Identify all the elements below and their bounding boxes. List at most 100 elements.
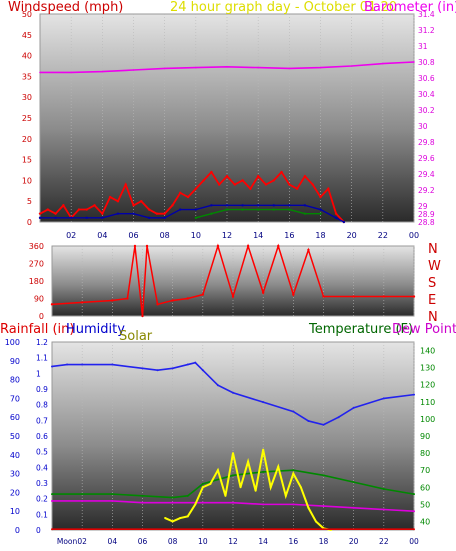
tick-label: 40	[420, 517, 430, 526]
data-point-wind_avg	[303, 204, 307, 207]
tick-label: 0.6	[36, 432, 48, 441]
data-point-direction	[277, 244, 280, 248]
tick-label: 10	[191, 231, 201, 240]
direction-label: W	[428, 259, 441, 274]
tick-label: 15	[22, 156, 32, 165]
tick-label: 20	[22, 135, 32, 144]
tick-label: 100	[5, 338, 20, 347]
data-point-wind_avg	[210, 204, 213, 207]
data-point-gust	[62, 204, 65, 207]
tick-label: 70	[10, 394, 20, 403]
data-point-gust	[233, 183, 236, 186]
data-point-dewpoint	[81, 499, 84, 502]
data-point-gust	[241, 179, 244, 182]
tick-label: 90	[34, 295, 44, 304]
data-point-barometer	[382, 62, 384, 65]
data-point-rainfall	[413, 528, 415, 531]
data-point-wind_avg	[116, 212, 120, 215]
tick-label: 31.2	[418, 26, 435, 35]
data-point-direction	[292, 293, 295, 296]
tick-label: 90	[420, 432, 430, 441]
data-point-dewpoint	[111, 499, 114, 502]
tick-label: 0	[27, 218, 32, 227]
top-plot-area	[39, 13, 415, 223]
tick-label: 1.2	[36, 338, 48, 347]
data-point-gust	[327, 187, 330, 190]
data-point-gust	[77, 208, 81, 211]
tick-label: 80	[420, 449, 430, 458]
data-point-direction	[133, 244, 137, 248]
data-point-solar	[171, 520, 174, 523]
data-point-solar	[292, 472, 295, 475]
tick-label: 31	[418, 42, 428, 51]
data-point-gust	[155, 212, 159, 215]
series-line-temperature	[52, 469, 415, 499]
data-point-direction	[126, 297, 129, 300]
data-point-barometer	[288, 67, 291, 70]
tick-labels: 0510152025303540455028.828.92929.229.429…	[5, 10, 436, 546]
data-point-wind_green	[241, 208, 244, 211]
data-point-solar	[299, 486, 302, 489]
tick-label: 70	[420, 466, 430, 475]
tick-label: 29.8	[418, 138, 435, 147]
data-point-gust	[132, 204, 135, 207]
data-point-dewpoint	[413, 510, 415, 513]
data-point-wind_avg	[85, 216, 88, 220]
data-point-gust	[101, 212, 104, 215]
data-point-direction	[322, 295, 325, 298]
series-line-humidity	[51, 361, 415, 426]
data-point-humidity	[382, 397, 385, 400]
data-point-direction	[50, 303, 54, 306]
data-point-gust	[54, 212, 57, 215]
data-point-temperature	[382, 487, 385, 490]
data-point-temperature	[51, 493, 53, 496]
data-point-wind_avg	[272, 204, 275, 207]
data-point-solar	[307, 506, 310, 509]
tick-label: 1	[36, 369, 41, 378]
tick-label: 120	[420, 381, 435, 390]
tick-label: 50	[420, 500, 430, 509]
tick-label: 29.6	[418, 154, 435, 163]
data-point-gust	[202, 179, 205, 182]
tick-label: 30.4	[418, 90, 435, 99]
tick-label: 02	[66, 231, 76, 240]
data-point-direction	[307, 248, 310, 252]
data-point-gust	[256, 175, 260, 178]
direction-label: N	[428, 310, 438, 325]
tick-label: 30.6	[418, 74, 435, 83]
data-point-gust	[46, 208, 49, 211]
data-point-gust	[140, 200, 143, 203]
tick-label: 0.2	[36, 495, 48, 504]
data-point-dewpoint	[141, 501, 144, 504]
tick-label: 5	[27, 197, 32, 206]
tick-label: 30	[22, 93, 32, 102]
tick-label: 14	[258, 537, 268, 546]
data-point-temperature	[322, 474, 325, 477]
data-point-direction	[186, 297, 189, 300]
data-point-humidity	[111, 363, 114, 366]
data-point-direction	[201, 293, 205, 296]
tick-label: 06	[128, 231, 138, 240]
data-point-temperature	[141, 494, 144, 497]
data-point-solar	[269, 486, 272, 489]
data-point-humidity	[141, 367, 144, 370]
data-point-gust	[85, 208, 88, 211]
data-point-humidity	[51, 365, 53, 368]
data-point-solar	[216, 469, 219, 472]
tick-label: 29	[418, 202, 428, 211]
tick-label: 90	[10, 357, 20, 366]
data-point-temperature	[186, 494, 189, 497]
tick-label: 22	[379, 537, 389, 546]
barometer-axis-label: Barometer (in)	[364, 0, 456, 15]
tick-label: 08	[168, 537, 178, 546]
tick-label: 50	[10, 432, 20, 441]
data-point-humidity	[156, 369, 159, 372]
series-line-direction	[51, 243, 414, 317]
data-point-gust	[319, 195, 322, 199]
tick-label: 0.5	[36, 448, 48, 457]
data-point-gust	[108, 195, 112, 199]
data-point-solar	[262, 448, 265, 451]
data-point-wind_green	[319, 212, 322, 215]
